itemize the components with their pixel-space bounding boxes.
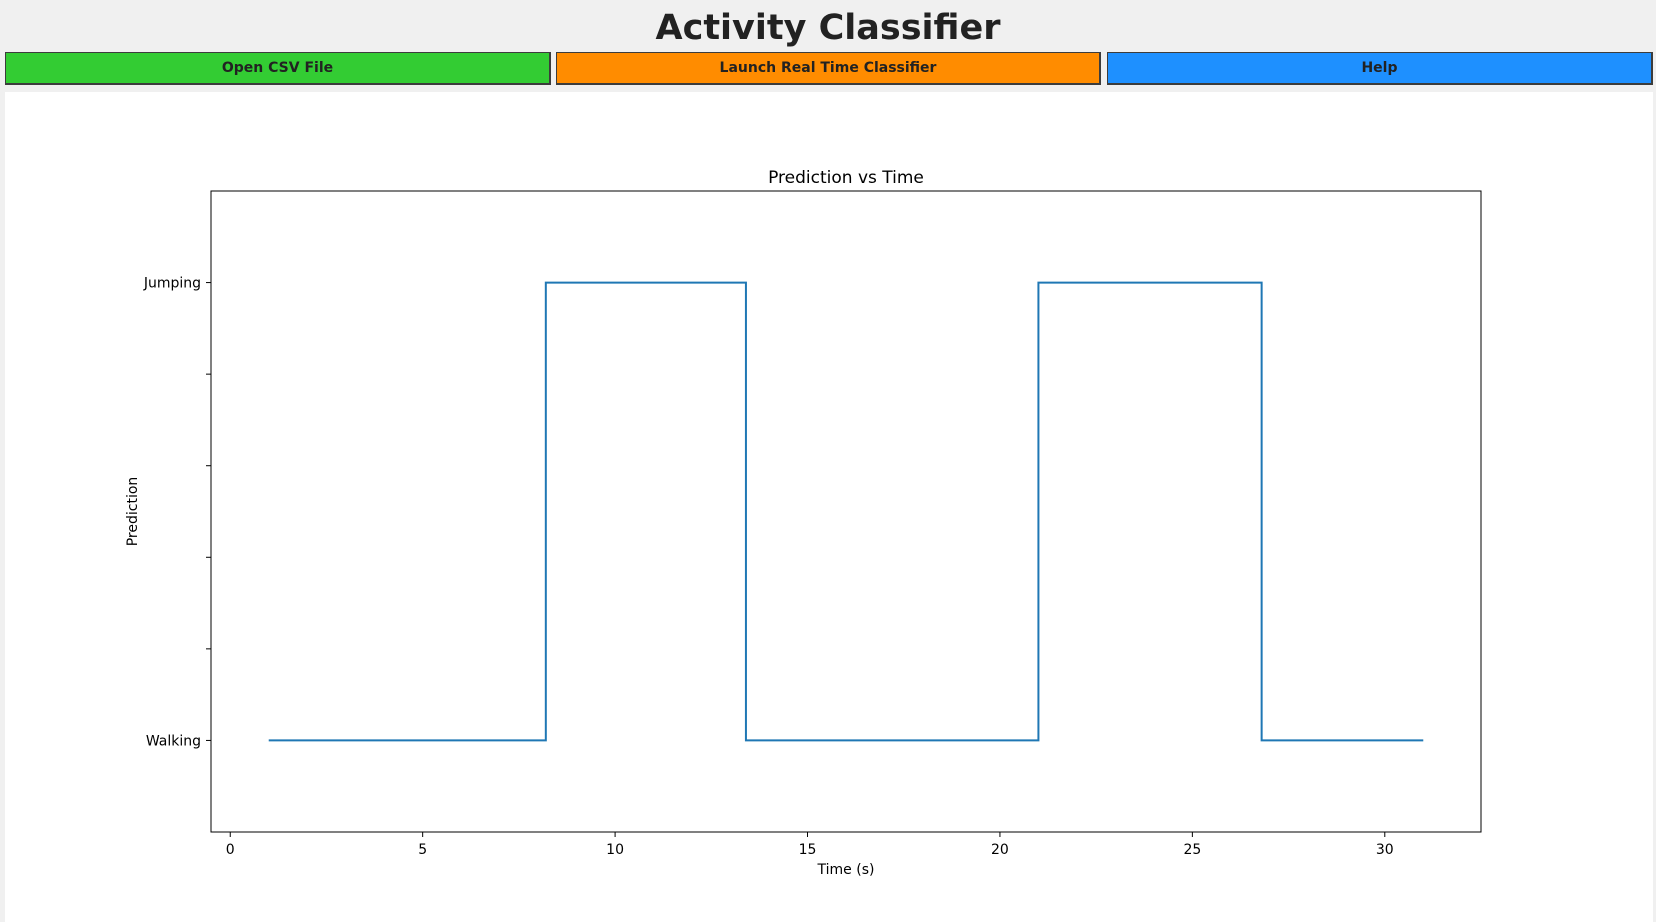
- chart-title: Prediction vs Time: [768, 168, 924, 188]
- launch-real-time-classifier-button[interactable]: Launch Real Time Classifier: [556, 52, 1101, 85]
- x-tick-label-2: 10: [606, 842, 624, 858]
- y-tick-label-5: Jumping: [143, 276, 201, 292]
- series-line-0: [268, 281, 1424, 742]
- y-axis-label: Prediction: [125, 477, 141, 547]
- app-title: Activity Classifier: [655, 8, 1001, 48]
- plot-frame: [210, 190, 1482, 833]
- prediction-chart: 0 5 10 15 20 25 30 Walking Jumping Prediction vs …: [125, 168, 1482, 878]
- x-tick-label-6: 30: [1376, 842, 1394, 858]
- x-tick-label-4: 20: [991, 842, 1009, 858]
- open-csv-button[interactable]: Open CSV File: [5, 52, 551, 85]
- plot-panel: 0 5 10 15 20 25 30 Walking Jumping Prediction vs …: [5, 92, 1653, 922]
- y-tick-label-0: Walking: [146, 733, 201, 749]
- x-tick-label-5: 25: [1183, 842, 1201, 858]
- x-axis-label: Time (s): [817, 862, 875, 878]
- x-tick-label-3: 15: [799, 842, 817, 858]
- x-tick-label-0: 0: [226, 842, 235, 858]
- x-tick-label-1: 5: [418, 842, 427, 858]
- help-button[interactable]: Help: [1107, 52, 1653, 85]
